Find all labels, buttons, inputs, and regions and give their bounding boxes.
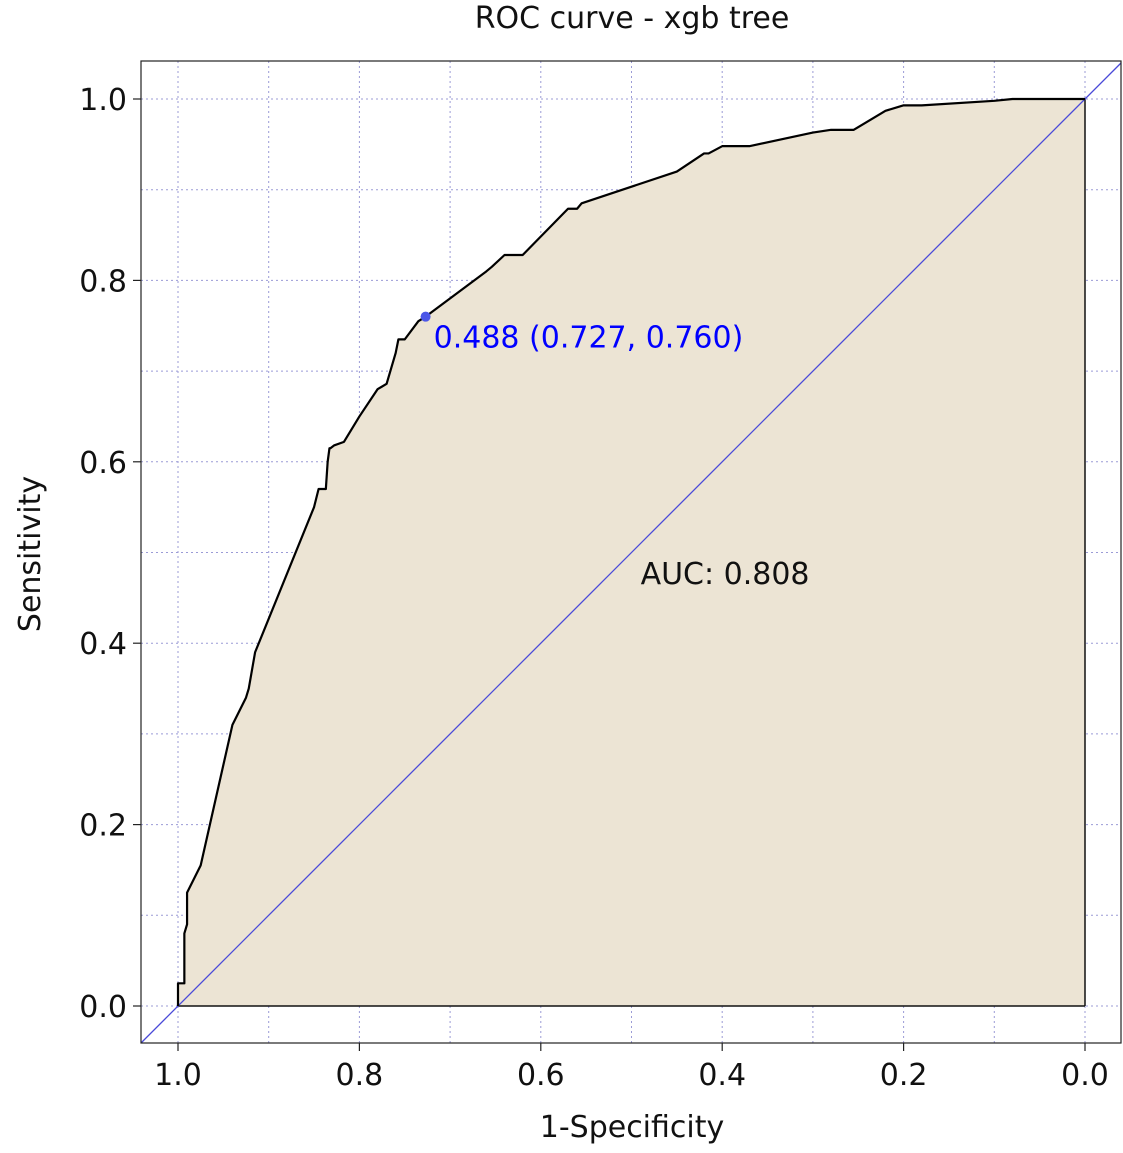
x-tick-label: 0.2: [880, 1058, 928, 1093]
y-tick-label: 0.2: [79, 809, 127, 844]
curve-layer: [176, 97, 1085, 1006]
y-tick-label: 0.0: [79, 990, 127, 1025]
optimal-threshold-label: 0.488 (0.727, 0.760): [434, 321, 744, 356]
x-tick-label: 0.4: [698, 1058, 746, 1093]
y-tick-label: 0.6: [79, 446, 127, 481]
optimal-threshold-point: [420, 311, 431, 322]
chart-title: ROC curve - xgb tree: [475, 1, 790, 36]
roc-curve-line: [176, 97, 1085, 1006]
auc-annotation: AUC: 0.808: [641, 557, 810, 592]
point-layer: 0.488 (0.727, 0.760) AUC: 0.808: [420, 311, 810, 592]
diagonal-layer: [140, 62, 1122, 1044]
plot-frame: [140, 60, 1122, 1044]
x-tick-label: 0.0: [1061, 1058, 1109, 1093]
tick-layer: 1.0 0.8 0.6 0.4 0.2 0.0 0.0 0.2 0.4 0.6 0.8 1.0: [79, 83, 1109, 1093]
y-axis-label: Sensitivity: [13, 476, 48, 632]
x-tick-label: 0.8: [336, 1058, 384, 1093]
y-tick-label: 0.8: [79, 264, 127, 299]
y-tick-label: 0.4: [79, 627, 127, 662]
x-tick-label: 0.6: [517, 1058, 565, 1093]
x-axis-label: 1-Specificity: [540, 1110, 725, 1145]
diagonal-reference-line: [140, 62, 1122, 1044]
x-tick-label: 1.0: [154, 1058, 202, 1093]
y-tick-label: 1.0: [79, 83, 127, 118]
